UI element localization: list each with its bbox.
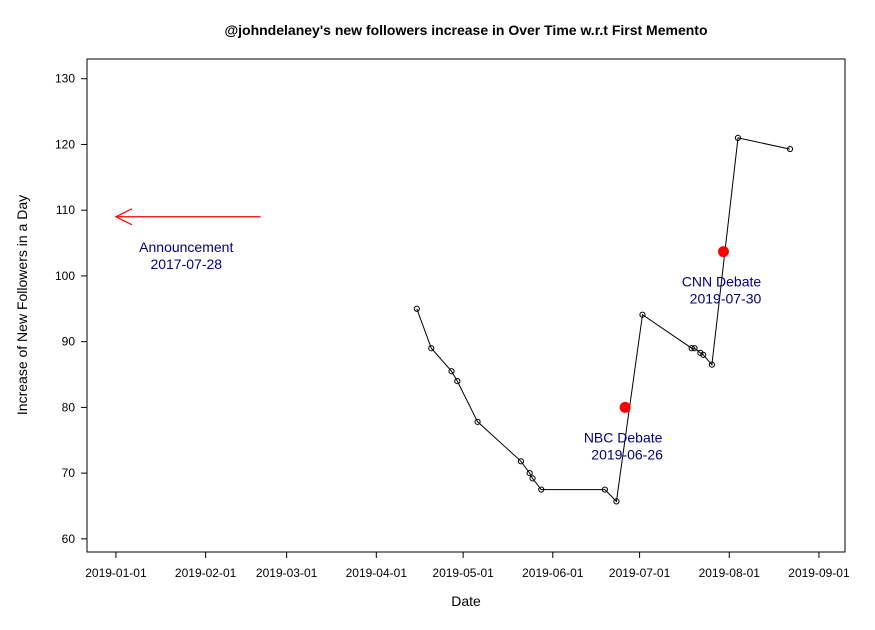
x-tick-label: 2019-09-01 — [788, 566, 850, 580]
data-point — [529, 475, 536, 482]
x-axis-label: Date — [451, 593, 481, 609]
event-marker — [619, 401, 631, 413]
series-layer — [413, 134, 794, 505]
x-tick-label: 2019-03-01 — [256, 566, 318, 580]
data-point — [448, 368, 455, 375]
x-tick-label: 2019-01-01 — [85, 566, 147, 580]
x-axis: 2019-01-01 2019-02-01 2019-03-01 2019-04-01… — [85, 551, 850, 580]
x-tick-label: 2019-04-01 — [346, 566, 408, 580]
event-date: 2019-07-30 — [690, 291, 762, 307]
x-tick-label: 2019-02-01 — [175, 566, 237, 580]
data-point — [601, 486, 608, 493]
data-point — [734, 134, 742, 141]
event-date: 2019-06-26 — [591, 446, 663, 462]
data-point — [639, 311, 646, 318]
data-point — [454, 377, 461, 385]
data-point — [474, 418, 481, 425]
data-point — [688, 345, 695, 352]
event-label: CNN Debate — [682, 274, 762, 290]
x-tick-label: 2019-05-01 — [432, 566, 494, 580]
data-point — [538, 486, 545, 493]
data-point — [691, 345, 698, 352]
data-point — [526, 470, 533, 477]
series-line — [416, 137, 791, 503]
data-point — [413, 305, 420, 312]
y-tick-label: 100 — [55, 269, 75, 283]
data-point — [517, 458, 525, 465]
announcement-arrowhead — [114, 208, 133, 226]
y-tick-label: 80 — [62, 400, 76, 414]
x-tick-label: 2019-06-01 — [522, 566, 584, 580]
event-label: NBC Debate — [584, 429, 663, 445]
y-tick-label: 70 — [62, 466, 76, 480]
event-marker — [717, 246, 729, 258]
data-point — [613, 498, 620, 505]
y-tick-label: 60 — [62, 532, 76, 546]
announcement-date: 2017-07-28 — [150, 256, 222, 272]
y-tick-label: 130 — [55, 72, 75, 86]
data-point — [708, 361, 716, 368]
y-tick-label: 90 — [62, 335, 76, 349]
x-tick-label: 2019-08-01 — [699, 566, 761, 580]
y-tick-label: 110 — [56, 203, 75, 217]
x-tick-label: 2019-07-01 — [609, 566, 671, 580]
y-axis: 60 70 80 90 100 110 120 130 — [55, 72, 88, 546]
data-point — [428, 345, 435, 352]
data-point — [786, 145, 794, 153]
y-tick-label: 120 — [55, 137, 75, 151]
data-point — [700, 351, 707, 358]
chart-title: @johndelaney's new followers increase in… — [224, 22, 707, 38]
announcement-label: Announcement — [139, 239, 233, 255]
y-axis-label: Increase of New Followers in a Day — [14, 195, 30, 415]
